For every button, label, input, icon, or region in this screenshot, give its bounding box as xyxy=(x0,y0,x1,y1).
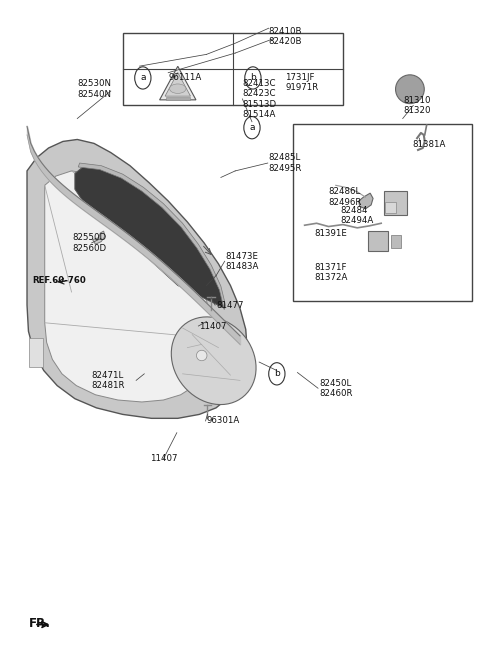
Text: a: a xyxy=(140,73,145,83)
Text: FR.: FR. xyxy=(28,617,50,630)
Text: 82450L
82460R: 82450L 82460R xyxy=(319,379,352,398)
Text: 81371F
81372A: 81371F 81372A xyxy=(314,262,348,282)
Polygon shape xyxy=(165,73,191,96)
Text: 1731JF
91971R: 1731JF 91971R xyxy=(286,73,319,92)
Text: 81477: 81477 xyxy=(216,300,243,310)
Ellipse shape xyxy=(169,84,186,93)
Text: 96111A: 96111A xyxy=(168,73,202,83)
Text: 82471L
82481R: 82471L 82481R xyxy=(92,371,125,390)
Text: 81473E
81483A: 81473E 81483A xyxy=(226,251,259,271)
Bar xyxy=(293,124,472,300)
Polygon shape xyxy=(27,140,247,419)
Bar xyxy=(368,231,388,251)
Text: 82484
82494A: 82484 82494A xyxy=(340,206,374,225)
Text: 11407: 11407 xyxy=(150,455,177,463)
Bar xyxy=(123,33,343,106)
Text: 81381A: 81381A xyxy=(412,140,446,149)
Bar xyxy=(29,338,43,367)
Text: 11407: 11407 xyxy=(199,321,227,331)
Text: b: b xyxy=(274,369,280,379)
Bar xyxy=(384,190,407,215)
Text: 81391E: 81391E xyxy=(314,228,347,237)
Text: 96301A: 96301A xyxy=(206,417,240,426)
Polygon shape xyxy=(159,66,196,100)
Polygon shape xyxy=(93,231,105,244)
Ellipse shape xyxy=(171,317,256,405)
Bar xyxy=(385,202,396,213)
Ellipse shape xyxy=(196,350,207,361)
Polygon shape xyxy=(75,166,225,308)
Text: 81310
81320: 81310 81320 xyxy=(403,96,431,115)
Polygon shape xyxy=(45,171,215,402)
Text: 82410B
82420B: 82410B 82420B xyxy=(269,27,302,47)
Polygon shape xyxy=(78,163,226,310)
Text: 82530N
82540N: 82530N 82540N xyxy=(77,79,111,99)
Bar xyxy=(166,97,190,100)
Text: a: a xyxy=(249,123,255,133)
Text: 82550D
82560D: 82550D 82560D xyxy=(72,233,107,253)
Text: REF.60-760: REF.60-760 xyxy=(32,276,85,285)
Text: 82413C
82423C
81513D
81514A: 82413C 82423C 81513D 81514A xyxy=(242,79,276,119)
Polygon shape xyxy=(359,193,373,209)
Bar xyxy=(391,235,401,248)
Text: b: b xyxy=(250,73,256,83)
Text: 82486L
82496R: 82486L 82496R xyxy=(328,188,362,207)
Ellipse shape xyxy=(396,75,424,104)
Text: 82485L
82495R: 82485L 82495R xyxy=(269,154,302,173)
